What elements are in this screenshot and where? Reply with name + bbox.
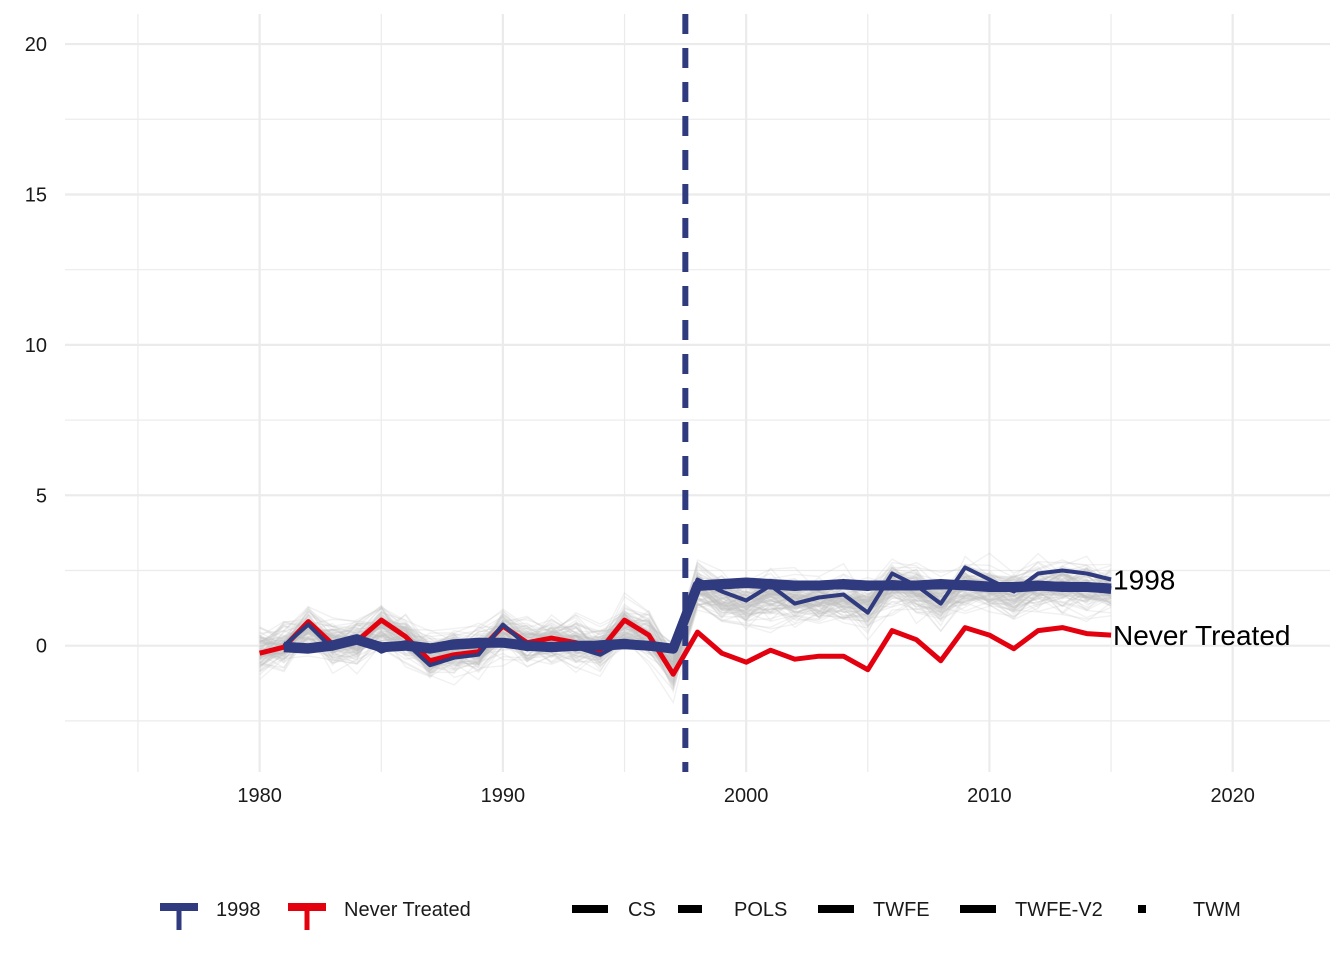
end-label: Never Treated (1113, 620, 1290, 651)
y-tick-label: 15 (25, 184, 47, 206)
legend-label: Never Treated (344, 899, 471, 921)
y-tick-label: 5 (36, 485, 47, 507)
x-tick-label: 1980 (237, 785, 282, 807)
end-labels: 1998 Never Treated (1113, 564, 1290, 651)
y-tick-label: 10 (25, 335, 47, 357)
series-lines (259, 565, 1112, 677)
x-tick-label: 2000 (724, 785, 769, 807)
series-line-never-treated (259, 617, 1112, 677)
legend-label: TWFE (873, 899, 930, 921)
grid (65, 14, 1330, 772)
y-tick-label: 20 (25, 34, 47, 56)
legend-label: CS (628, 899, 656, 921)
legend: 1998 Never Treated CS POLS TWFE TWFE-V2 TWM (160, 899, 1241, 930)
y-tick-label: 0 (36, 636, 47, 658)
background-line (259, 588, 1112, 692)
x-tick-label: 2010 (967, 785, 1012, 807)
legend-label: TWFE-V2 (1015, 899, 1103, 921)
series-line-twfe (283, 580, 1112, 653)
legend-label: POLS (734, 899, 787, 921)
axis-tick-labels: 1980 1990 2000 2010 2020 0 5 10 15 20 (25, 34, 1255, 807)
x-tick-label: 2020 (1210, 785, 1255, 807)
legend-label: TWM (1193, 899, 1241, 921)
x-tick-label: 1990 (481, 785, 526, 807)
legend-label: 1998 (216, 899, 261, 921)
series-line-1998 (282, 565, 1112, 668)
end-label: 1998 (1113, 564, 1175, 595)
